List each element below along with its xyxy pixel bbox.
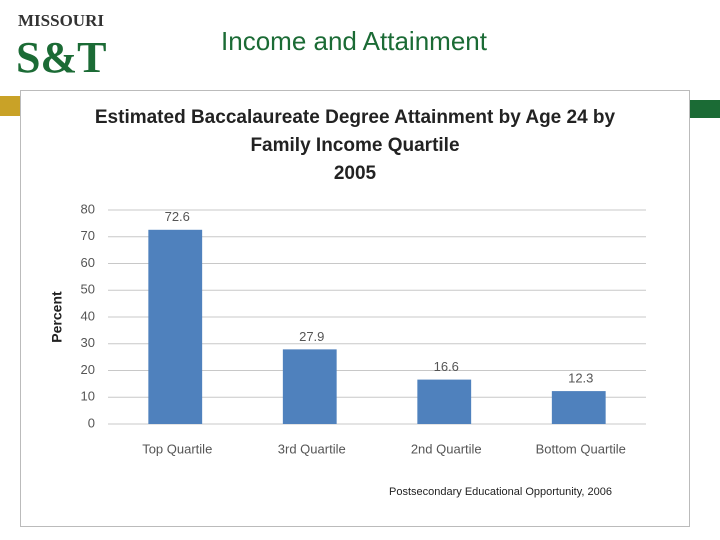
x-tick-label: Top Quartile — [142, 441, 212, 456]
logo-top: MISSOURI — [18, 11, 104, 30]
data-label: 27.9 — [299, 329, 324, 344]
bar — [551, 391, 606, 424]
y-tick-label: 70 — [81, 228, 95, 243]
x-tick-label: 3rd Quartile — [278, 441, 346, 456]
y-tick-label: 50 — [81, 282, 95, 297]
y-tick-label: 40 — [81, 308, 95, 323]
bar — [282, 349, 337, 424]
y-tick-label: 60 — [81, 255, 95, 270]
data-label: 16.6 — [434, 359, 459, 374]
chart-title: Estimated Baccalaureate Degree Attainmen… — [95, 107, 616, 128]
y-tick-label: 10 — [81, 389, 95, 404]
y-tick-label: 20 — [81, 362, 95, 377]
chart-frame — [20, 90, 690, 527]
accent-bar — [690, 100, 720, 118]
y-tick-label: 30 — [81, 335, 95, 350]
data-label: 72.6 — [165, 209, 190, 224]
chart-title: Family Income Quartile — [250, 135, 459, 156]
data-label: 12.3 — [568, 371, 593, 386]
slide-title: Income and Attainment — [221, 26, 488, 56]
y-tick-label: 0 — [88, 415, 95, 430]
chart-title: 2005 — [334, 163, 377, 184]
y-tick-label: 80 — [81, 201, 95, 216]
y-axis-label: Percent — [49, 291, 65, 343]
logo-main: S&T — [16, 33, 106, 82]
x-tick-label: Bottom Quartile — [536, 441, 626, 456]
source-note: Postsecondary Educational Opportunity, 2… — [389, 486, 612, 498]
bar — [417, 379, 472, 424]
x-tick-label: 2nd Quartile — [411, 441, 482, 456]
bar — [148, 229, 203, 424]
accent-bar — [0, 96, 20, 116]
